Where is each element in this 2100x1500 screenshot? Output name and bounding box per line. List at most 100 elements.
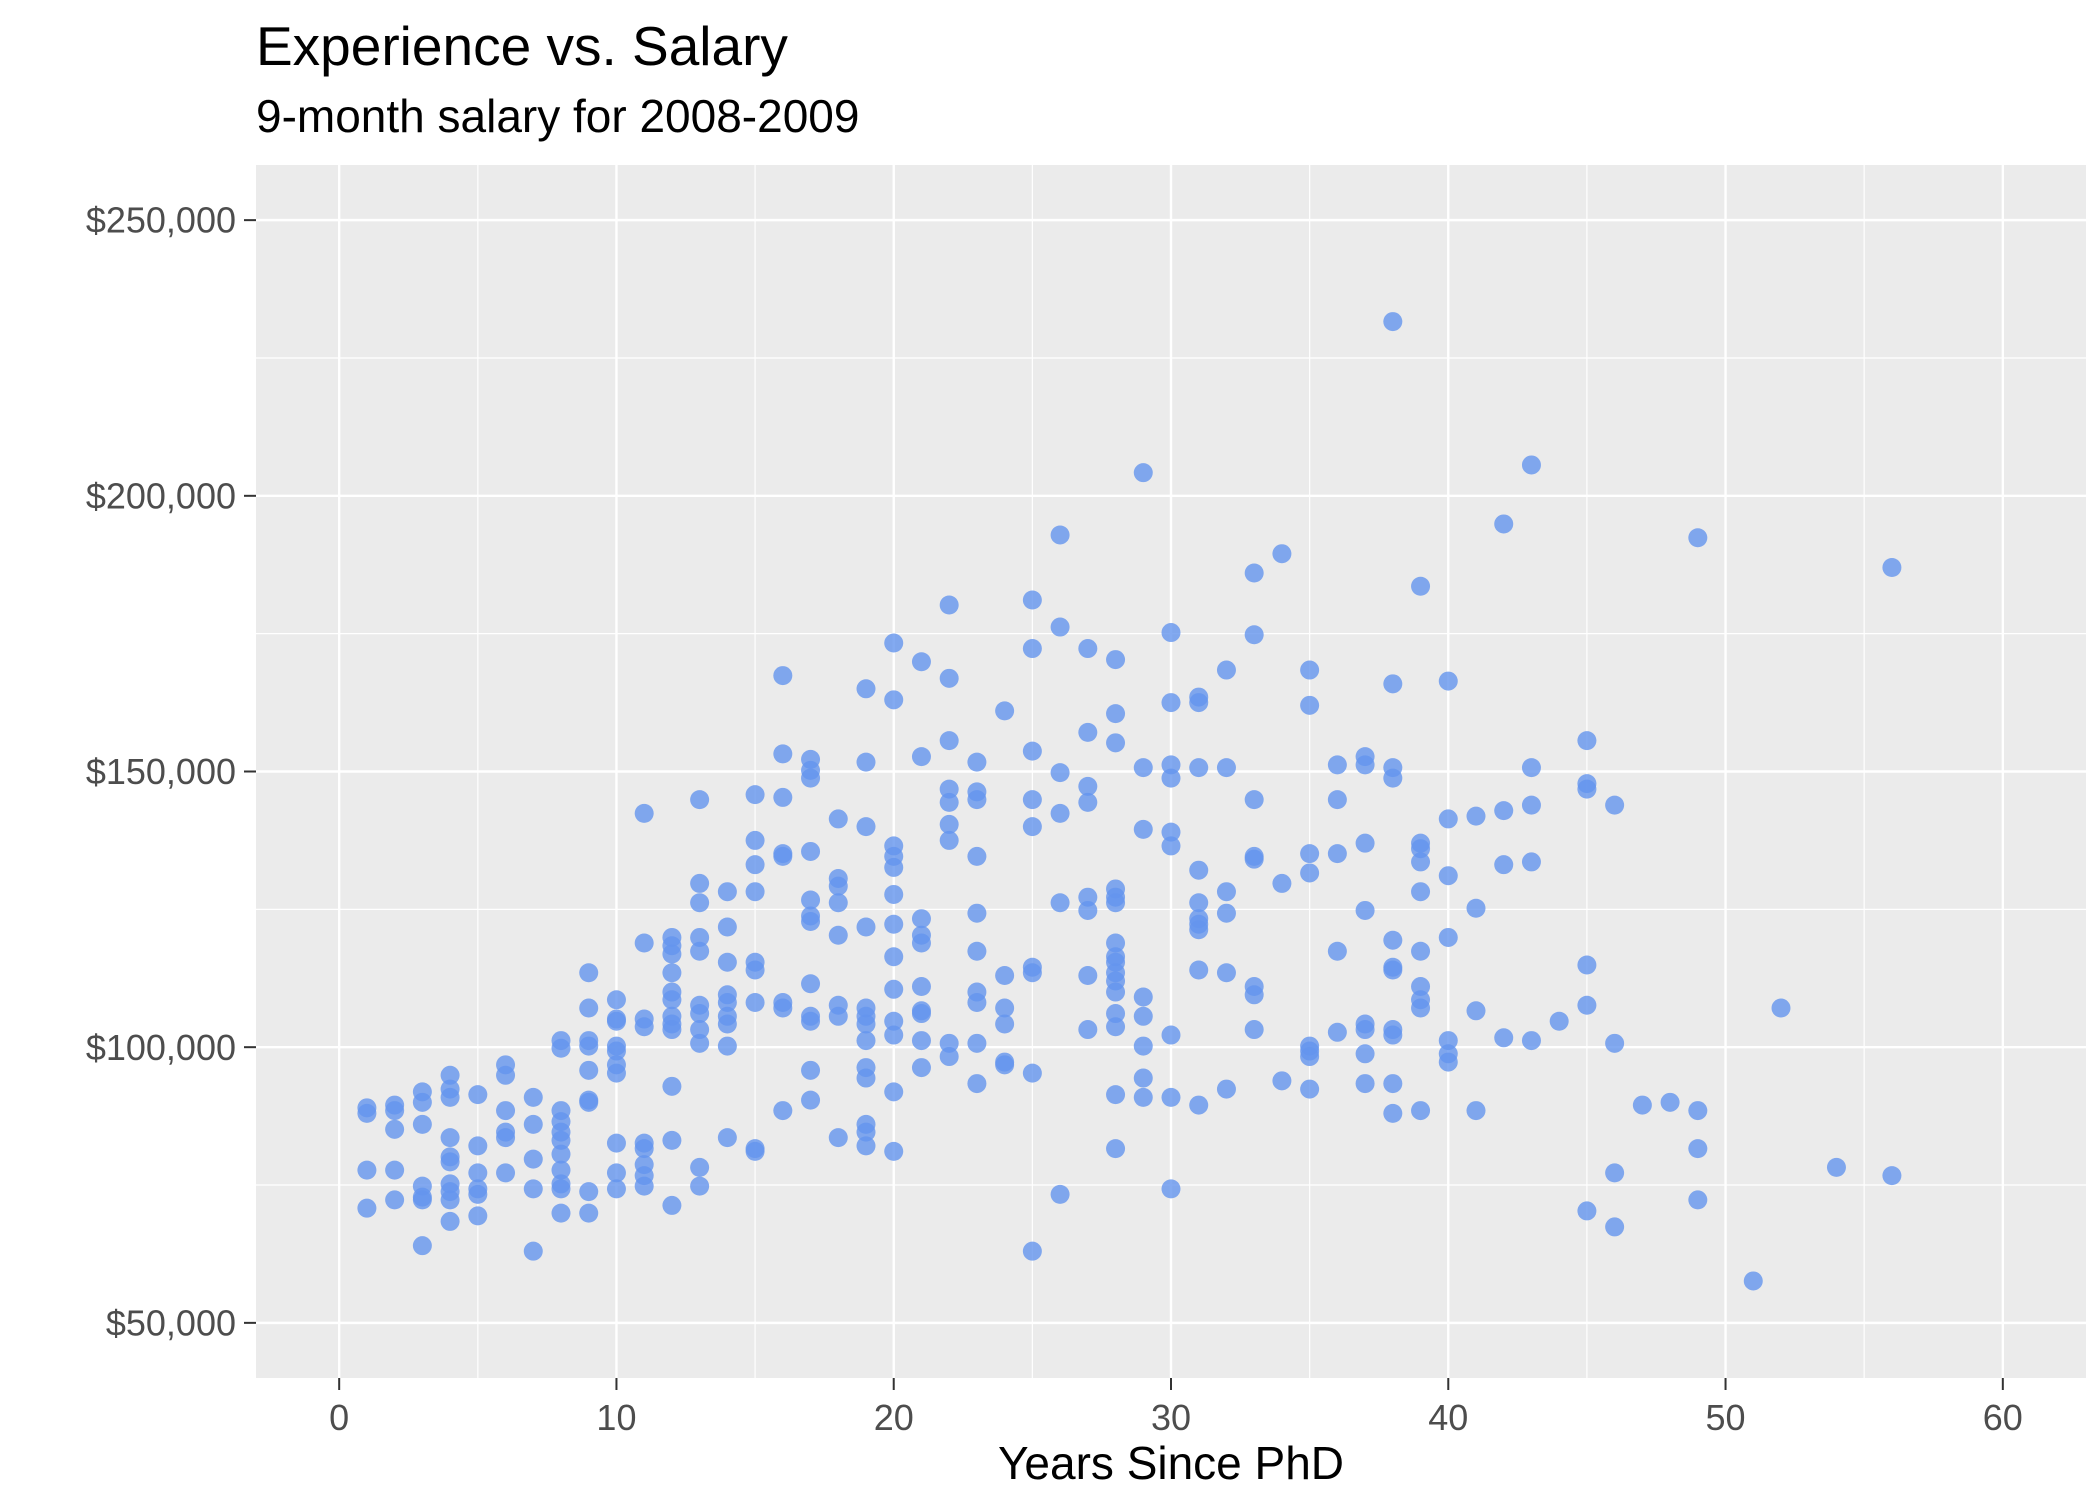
data-point [1383,768,1403,788]
data-point [1216,660,1236,680]
data-point [440,1128,460,1148]
data-point [662,944,682,964]
x-tick-label: 50 [1706,1397,1746,1438]
data-point [1272,1071,1292,1091]
data-point [1106,933,1126,953]
data-point [1133,987,1153,1007]
data-point [579,998,599,1018]
data-point [939,1033,959,1053]
data-point [717,917,737,937]
data-point [967,903,987,923]
data-point [773,787,793,807]
data-point [801,1090,821,1110]
y-axis: $50,000 $100,000 $150,000 $200,000 $250,000 [86,200,256,1343]
data-point [911,1058,931,1078]
data-point [440,1190,460,1210]
data-point [828,1006,848,1026]
data-point [496,1065,516,1085]
data-point [662,1076,682,1096]
data-point [856,817,876,837]
data-point [939,814,959,834]
data-point [1882,1166,1902,1186]
data-point [1050,1184,1070,1204]
data-point [1216,1079,1236,1099]
data-point [828,809,848,829]
data-point [1466,806,1486,826]
data-point [1244,1020,1264,1040]
data-point [1272,544,1292,564]
data-point [1078,722,1098,742]
data-point [579,1182,599,1202]
data-point [1133,1006,1153,1026]
data-point [412,1092,432,1112]
x-tick-label: 40 [1428,1397,1468,1438]
data-point [523,1179,543,1199]
data-point [1244,849,1264,869]
data-point [1632,1095,1652,1115]
data-point [606,1133,626,1153]
data-point [1300,863,1320,883]
data-point [745,1141,765,1161]
data-point [662,1130,682,1150]
data-point [690,873,710,893]
data-point [579,1036,599,1056]
data-point [939,595,959,615]
data-point [911,747,931,767]
data-point [801,911,821,931]
data-point [1106,893,1126,913]
data-point [773,744,793,764]
data-point [1078,887,1098,907]
data-point [690,1004,710,1024]
data-point [1383,674,1403,694]
data-point [717,993,737,1013]
data-point [551,1144,571,1164]
data-point [828,893,848,913]
data-point [911,933,931,953]
chart-title: Experience vs. Salary [256,15,788,77]
data-point [856,679,876,699]
data-point [1411,977,1431,997]
data-point [1438,671,1458,691]
data-point [1494,1028,1514,1048]
data-point [1022,790,1042,810]
data-point [1161,768,1181,788]
data-point [1050,763,1070,783]
data-point [1327,844,1347,864]
data-point [717,1014,737,1034]
data-point [662,990,682,1010]
data-point [1688,1101,1708,1121]
data-point [745,882,765,902]
data-point [1494,514,1514,534]
data-point [884,1011,904,1031]
data-point [1771,998,1791,1018]
data-point [1106,1004,1126,1024]
data-point [1106,650,1126,670]
data-point [1383,1025,1403,1045]
data-point [1189,860,1209,880]
data-point [911,1031,931,1051]
data-point [967,790,987,810]
data-point [1605,1163,1625,1183]
data-point [1300,1079,1320,1099]
data-point [884,857,904,877]
data-point [1106,733,1126,753]
data-point [1743,1271,1763,1291]
data-point [1189,893,1209,913]
data-point [1244,985,1264,1005]
data-point [773,846,793,866]
data-point [967,752,987,772]
data-point [1022,963,1042,983]
data-point [385,1101,405,1121]
data-point [1300,844,1320,864]
data-point [1605,795,1625,815]
data-point [634,933,654,953]
data-point [995,998,1015,1018]
data-point [717,952,737,972]
data-point [1078,776,1098,796]
data-point [579,1060,599,1080]
data-point [1411,941,1431,961]
data-point [856,1014,876,1034]
data-point [1383,312,1403,332]
data-point [551,1038,571,1058]
